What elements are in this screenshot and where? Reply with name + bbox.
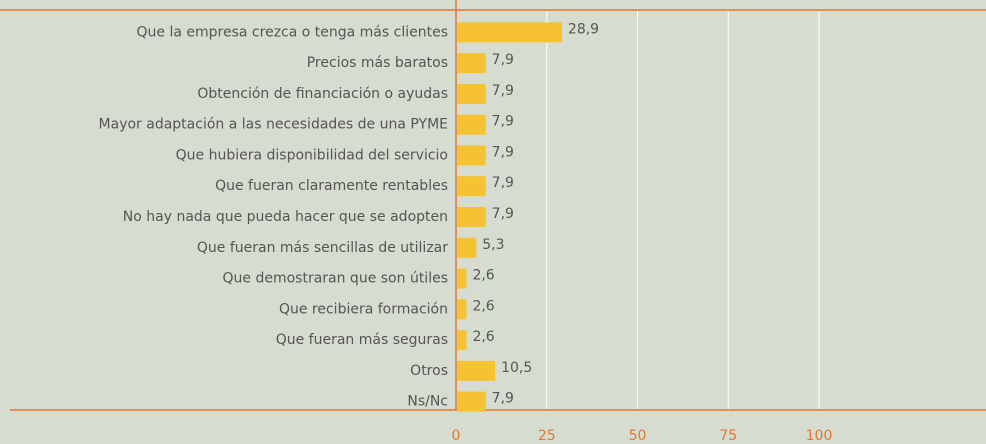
bar xyxy=(457,176,486,197)
value-label: 7,9 xyxy=(492,206,514,222)
value-label: 7,9 xyxy=(492,114,514,130)
y-tick-label: Obtención de financiación o ayudas xyxy=(197,86,448,102)
y-tick-label: Que fueran claramente rentables xyxy=(215,178,448,194)
bar xyxy=(457,114,486,135)
value-label: 7,9 xyxy=(492,83,514,99)
bar xyxy=(457,22,562,43)
x-tick-label: 0 xyxy=(452,428,461,444)
x-tick-label: 25 xyxy=(538,428,556,444)
bar xyxy=(457,299,467,320)
value-label: 2,6 xyxy=(472,329,494,345)
value-label: 10,5 xyxy=(501,360,532,376)
bar xyxy=(457,360,496,381)
y-tick-label: Que fueran más sencillas de utilizar xyxy=(197,240,448,256)
bar xyxy=(457,268,467,289)
y-tick-label: Precios más baratos xyxy=(307,55,448,71)
y-tick-label: Que recibiera formación xyxy=(279,301,448,317)
y-tick-label: Que hubiera disponibilidad del servicio xyxy=(176,147,448,163)
bar xyxy=(457,391,486,412)
x-tick-label: 50 xyxy=(629,428,647,444)
y-tick-label: Otros xyxy=(410,363,448,379)
value-label: 28,9 xyxy=(568,21,599,37)
value-label: 7,9 xyxy=(492,391,514,407)
bar xyxy=(457,83,486,104)
value-label: 7,9 xyxy=(492,52,514,68)
y-tick-label: Ns/Nc xyxy=(407,394,448,410)
bar xyxy=(457,207,486,227)
value-label: 2,6 xyxy=(472,268,494,284)
bar xyxy=(457,330,467,351)
y-tick-label: Que la empresa crezca o tenga más client… xyxy=(137,24,448,40)
y-tick-label: Mayor adaptación a las necesidades de un… xyxy=(99,117,448,133)
bar xyxy=(457,237,477,258)
y-tick-label: Que fueran más seguras xyxy=(276,332,448,348)
bar xyxy=(457,145,486,166)
y-tick-label: Que demostraran que son útiles xyxy=(223,271,449,287)
value-label: 7,9 xyxy=(492,144,514,160)
value-label: 5,3 xyxy=(482,237,504,253)
bar xyxy=(457,53,486,74)
x-tick-label: 100 xyxy=(806,428,833,444)
y-tick-label: No hay nada que pueda hacer que se adopt… xyxy=(123,209,448,225)
x-tick-label: 75 xyxy=(719,428,737,444)
value-label: 2,6 xyxy=(472,298,494,314)
value-label: 7,9 xyxy=(492,175,514,191)
